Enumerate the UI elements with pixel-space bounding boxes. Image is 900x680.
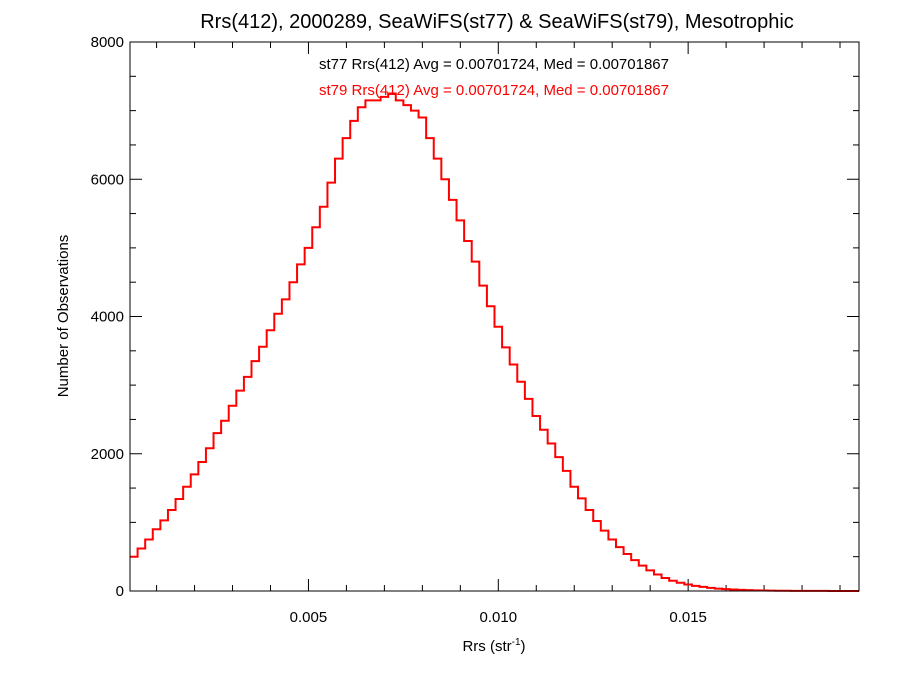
- y-axis-label: Number of Observations: [55, 235, 72, 398]
- series-layer: [130, 92, 859, 592]
- y-tick-label: 4000: [91, 309, 124, 326]
- x-tick-label: 0.005: [290, 609, 328, 626]
- y-tick-label: 6000: [91, 171, 124, 188]
- y-tick-label: 8000: [91, 34, 124, 51]
- annotation-st79: st79 Rrs(412) Avg = 0.00701724, Med = 0.…: [319, 82, 669, 99]
- x-tick-label: 0.010: [480, 609, 518, 626]
- plot-frame: [129, 41, 860, 592]
- x-axis-label-superscript: -1: [512, 637, 521, 648]
- chart-title: Rrs(412), 2000289, SeaWiFS(st77) & SeaWi…: [200, 11, 794, 33]
- x-tick-label: 0.015: [669, 609, 707, 626]
- x-axis-label-main: Rrs (str: [462, 638, 511, 655]
- y-tick-label: 0: [116, 583, 124, 600]
- series-line-0: [130, 92, 859, 592]
- annotation-st77: st77 Rrs(412) Avg = 0.00701724, Med = 0.…: [319, 56, 669, 73]
- axis-tick-labels: 0 2000 4000 6000 8000 0.005 0.010 0.015: [91, 34, 707, 626]
- x-axis-label: Rrs (str-1): [462, 637, 525, 655]
- x-axis-label-close: ): [521, 638, 526, 655]
- y-tick-label: 2000: [91, 446, 124, 463]
